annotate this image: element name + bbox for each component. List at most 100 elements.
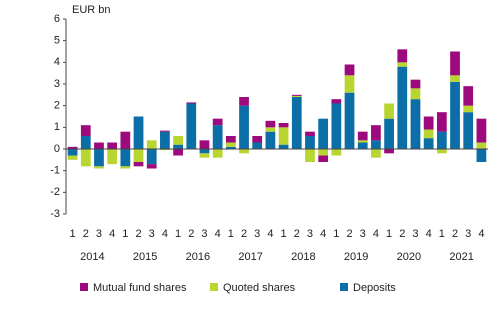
x-tick-label: 2 xyxy=(452,228,458,240)
y-tick-label: -2 xyxy=(50,186,60,198)
bar-segment xyxy=(423,116,434,130)
bar-segment xyxy=(291,95,302,97)
bar-segment xyxy=(463,112,474,149)
x-tick-label: 2 xyxy=(294,228,300,240)
bar-segment xyxy=(225,142,236,147)
bar-segment xyxy=(199,140,210,149)
bar-segment xyxy=(331,149,342,156)
bar-segment xyxy=(291,97,302,149)
bar-segment xyxy=(450,75,460,82)
bar-segment xyxy=(199,149,210,154)
y-tick-label: 0 xyxy=(54,143,60,155)
legend-label: Deposits xyxy=(353,282,396,294)
bar-segment xyxy=(278,127,289,145)
x-tick-label: 1 xyxy=(386,228,392,240)
bar-segment xyxy=(146,140,157,149)
bar-segment xyxy=(344,64,355,76)
bar-segment xyxy=(67,155,78,160)
bar-segment xyxy=(146,149,157,165)
x-tick-label: 3 xyxy=(465,228,471,240)
bar-segment xyxy=(212,125,223,149)
bar-segment xyxy=(265,120,276,128)
bar-segment xyxy=(239,149,249,154)
x-tick-label: 4 xyxy=(162,228,168,240)
year-label: 2017 xyxy=(238,251,262,263)
bar-segment xyxy=(199,153,210,158)
bar-segment xyxy=(410,88,421,100)
bar-segment xyxy=(94,166,104,169)
bar-segment xyxy=(186,103,197,149)
x-tick-label: 1 xyxy=(333,228,339,240)
bar-segment xyxy=(423,129,434,139)
x-tick-label: 3 xyxy=(412,228,418,240)
bar-segment xyxy=(80,125,91,136)
x-tick-label: 2 xyxy=(346,228,352,240)
bar-segment xyxy=(225,136,236,143)
x-tick-label: 2 xyxy=(135,228,141,240)
x-tick-label: 3 xyxy=(307,228,313,240)
y-axis-unit: EUR bn xyxy=(72,4,111,16)
bar-segment xyxy=(146,164,157,169)
bar-segment xyxy=(384,149,394,154)
bar-segment xyxy=(133,116,144,149)
bar-segment xyxy=(436,149,447,154)
bar-segment xyxy=(423,138,434,149)
year-label: 2021 xyxy=(449,251,473,263)
bar-segment xyxy=(265,131,276,149)
bar-segment xyxy=(357,131,368,141)
bar-segment xyxy=(384,118,394,149)
bar-segment xyxy=(450,81,460,149)
x-tick-label: 2 xyxy=(399,228,405,240)
bar-segment xyxy=(344,92,355,149)
bar-segment xyxy=(160,131,170,149)
bar-segment xyxy=(212,149,223,158)
bar-segment xyxy=(410,99,421,149)
x-tick-label: 2 xyxy=(241,228,247,240)
bar-segment xyxy=(252,136,263,143)
y-tick-label: 4 xyxy=(54,56,60,68)
bar-segment xyxy=(67,149,78,156)
bar-segment xyxy=(318,118,329,149)
y-tick-label: -3 xyxy=(50,208,60,220)
x-tick-label: 4 xyxy=(320,228,326,240)
bar-segment xyxy=(436,131,447,149)
bar-segment xyxy=(371,125,381,141)
x-tick-label: 4 xyxy=(267,228,273,240)
x-tick-label: 1 xyxy=(281,228,287,240)
legend-swatch xyxy=(340,283,348,291)
bar-segment xyxy=(371,149,381,158)
x-tick-label: 1 xyxy=(228,228,234,240)
bar-segment xyxy=(278,123,289,128)
bar-segment xyxy=(173,136,183,145)
bar-segment xyxy=(318,149,329,156)
y-tick-label: 1 xyxy=(54,121,60,133)
x-tick-label: 2 xyxy=(83,228,89,240)
bar-segment xyxy=(67,146,78,149)
year-label: 2014 xyxy=(80,251,104,263)
bar-segment xyxy=(160,149,170,151)
bar-segment xyxy=(133,149,144,162)
bar-segment xyxy=(397,49,408,63)
bar-segment xyxy=(357,142,368,149)
x-tick-label: 4 xyxy=(426,228,432,240)
year-label: 2019 xyxy=(344,251,368,263)
bar-segment xyxy=(239,105,249,149)
y-tick-label: 2 xyxy=(54,100,60,112)
bar-segment xyxy=(384,103,394,119)
bar-segment xyxy=(476,142,487,149)
y-tick-label: 6 xyxy=(54,13,60,25)
y-tick-label: -1 xyxy=(50,165,60,177)
legend-swatch xyxy=(80,283,88,291)
bar-segment xyxy=(331,103,342,149)
x-tick-label: 3 xyxy=(96,228,102,240)
bar-segment xyxy=(278,144,289,149)
bar-segment xyxy=(463,86,474,106)
bar-segment xyxy=(331,99,342,104)
bar-segment xyxy=(94,149,104,167)
x-tick-label: 3 xyxy=(254,228,260,240)
bar-segment xyxy=(318,155,329,162)
legend-swatch xyxy=(210,283,218,291)
bar-segment xyxy=(173,149,183,156)
bar-segment xyxy=(133,162,144,167)
